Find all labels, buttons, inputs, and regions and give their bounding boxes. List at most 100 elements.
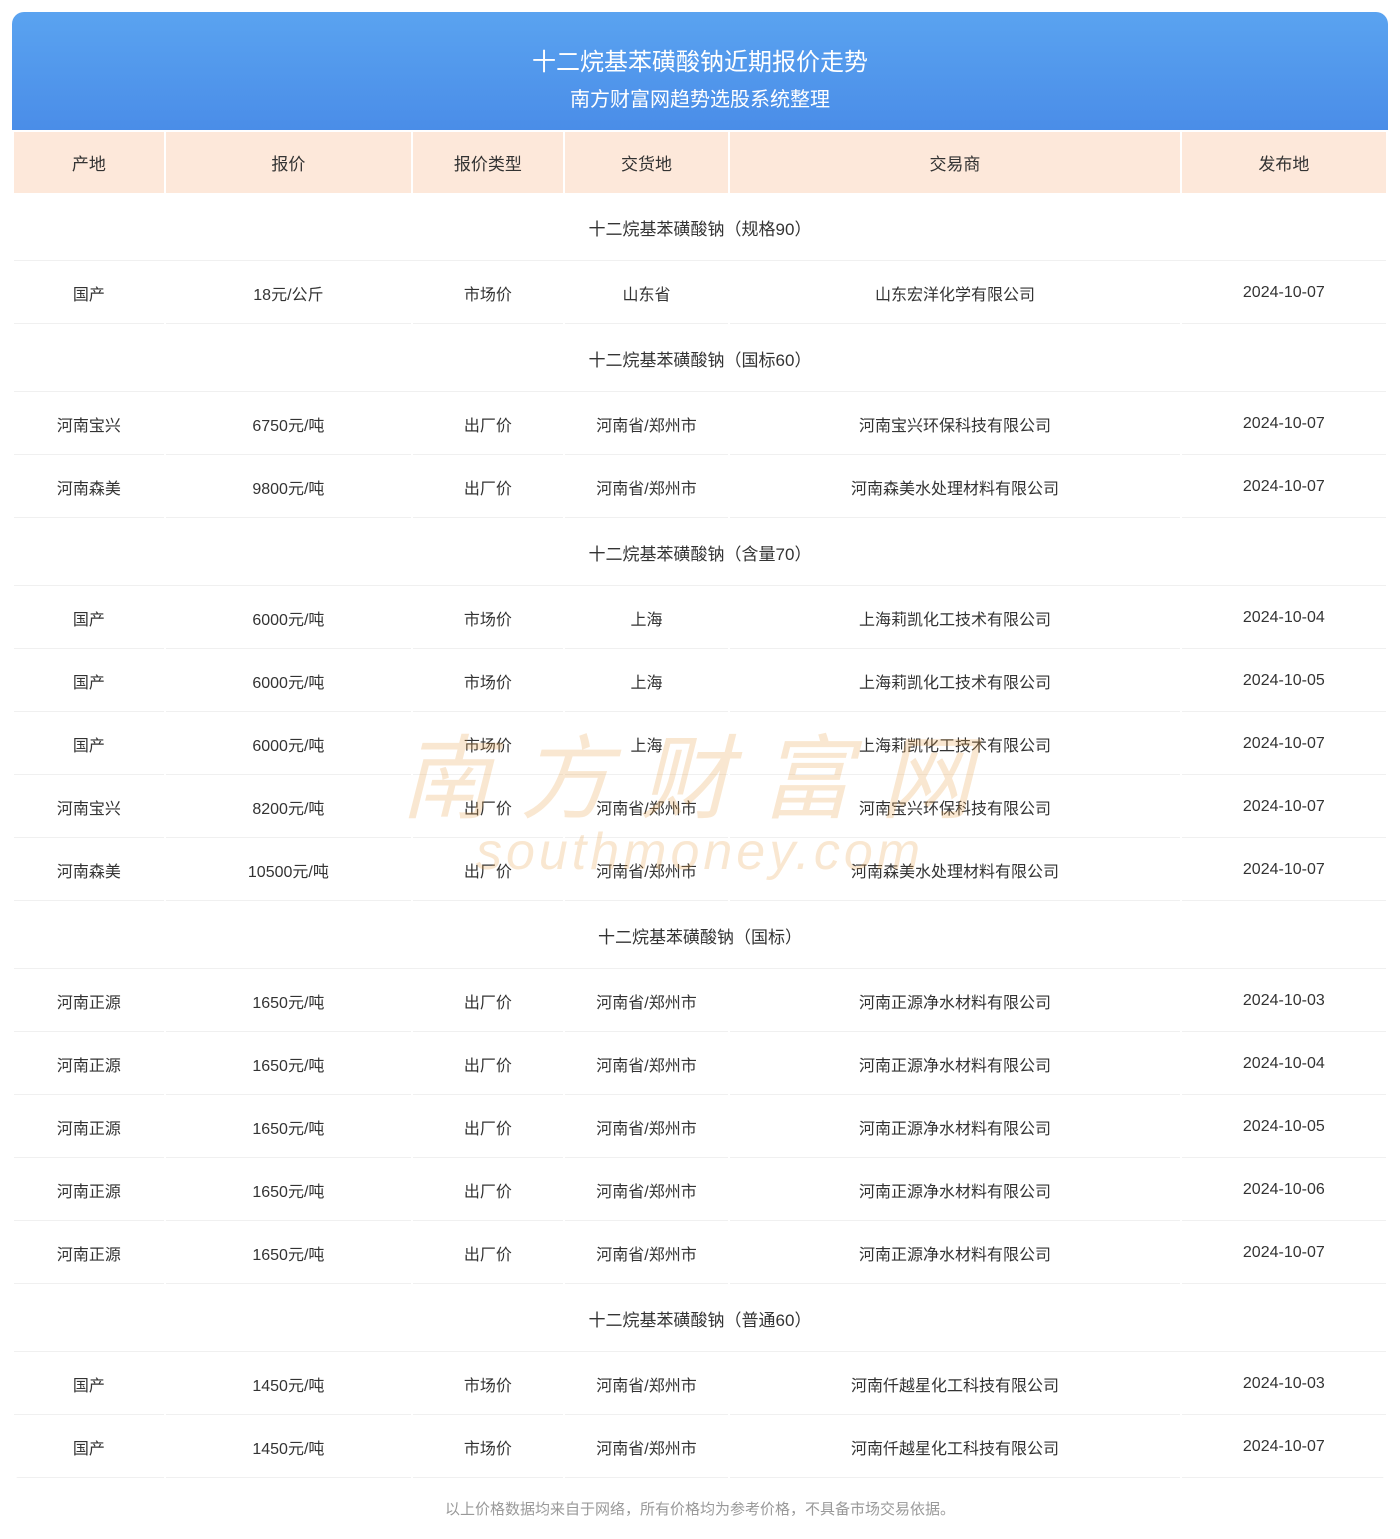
cell-origin: 河南正源 <box>14 971 164 1032</box>
cell-date: 2024-10-05 <box>1182 1097 1386 1158</box>
cell-dealer: 山东宏洋化学有限公司 <box>730 263 1179 324</box>
table-row: 国产6000元/吨市场价上海上海莉凯化工技术有限公司2024-10-04 <box>14 588 1386 649</box>
table-row: 河南宝兴6750元/吨出厂价河南省/郑州市河南宝兴环保科技有限公司2024-10… <box>14 394 1386 455</box>
cell-origin: 河南宝兴 <box>14 394 164 455</box>
cell-price: 10500元/吨 <box>166 840 411 901</box>
cell-dealer: 上海莉凯化工技术有限公司 <box>730 588 1179 649</box>
cell-price: 1650元/吨 <box>166 971 411 1032</box>
col-header-dealer: 交易商 <box>730 132 1179 193</box>
cell-origin: 国产 <box>14 1417 164 1478</box>
cell-ptype: 出厂价 <box>413 971 563 1032</box>
cell-ptype: 出厂价 <box>413 1223 563 1284</box>
section-label-row: 十二烷基苯磺酸钠（规格90） <box>14 195 1386 261</box>
cell-ptype: 市场价 <box>413 1417 563 1478</box>
cell-price: 6000元/吨 <box>166 588 411 649</box>
section-label-row: 十二烷基苯磺酸钠（国标60） <box>14 326 1386 392</box>
cell-date: 2024-10-07 <box>1182 840 1386 901</box>
header-banner: 十二烷基苯磺酸钠近期报价走势 南方财富网趋势选股系统整理 <box>12 12 1388 130</box>
cell-origin: 河南正源 <box>14 1097 164 1158</box>
table-row: 河南森美9800元/吨出厂价河南省/郑州市河南森美水处理材料有限公司2024-1… <box>14 457 1386 518</box>
table-row: 国产18元/公斤市场价山东省山东宏洋化学有限公司2024-10-07 <box>14 263 1386 324</box>
table-row: 河南正源1650元/吨出厂价河南省/郑州市河南正源净水材料有限公司2024-10… <box>14 971 1386 1032</box>
cell-price: 6000元/吨 <box>166 714 411 775</box>
table-row: 河南正源1650元/吨出厂价河南省/郑州市河南正源净水材料有限公司2024-10… <box>14 1034 1386 1095</box>
col-header-date: 发布地 <box>1182 132 1386 193</box>
cell-ptype: 市场价 <box>413 714 563 775</box>
cell-date: 2024-10-07 <box>1182 1223 1386 1284</box>
cell-date: 2024-10-07 <box>1182 263 1386 324</box>
cell-price: 1450元/吨 <box>166 1417 411 1478</box>
page-container: 十二烷基苯磺酸钠近期报价走势 南方财富网趋势选股系统整理 产地 报价 报价类型 … <box>0 12 1400 1539</box>
cell-date: 2024-10-03 <box>1182 1354 1386 1415</box>
cell-loc: 河南省/郑州市 <box>565 1417 728 1478</box>
cell-loc: 河南省/郑州市 <box>565 1034 728 1095</box>
cell-dealer: 河南宝兴环保科技有限公司 <box>730 777 1179 838</box>
cell-date: 2024-10-04 <box>1182 588 1386 649</box>
section-label: 十二烷基苯磺酸钠（规格90） <box>14 195 1386 261</box>
cell-dealer: 河南仟越星化工科技有限公司 <box>730 1354 1179 1415</box>
col-header-loc: 交货地 <box>565 132 728 193</box>
cell-dealer: 河南森美水处理材料有限公司 <box>730 840 1179 901</box>
cell-dealer: 河南森美水处理材料有限公司 <box>730 457 1179 518</box>
cell-origin: 国产 <box>14 1354 164 1415</box>
cell-date: 2024-10-07 <box>1182 714 1386 775</box>
cell-date: 2024-10-07 <box>1182 394 1386 455</box>
cell-origin: 河南森美 <box>14 457 164 518</box>
cell-ptype: 出厂价 <box>413 1097 563 1158</box>
cell-origin: 河南森美 <box>14 840 164 901</box>
cell-price: 9800元/吨 <box>166 457 411 518</box>
cell-origin: 国产 <box>14 588 164 649</box>
cell-origin: 国产 <box>14 714 164 775</box>
cell-origin: 河南正源 <box>14 1160 164 1221</box>
cell-dealer: 河南正源净水材料有限公司 <box>730 1097 1179 1158</box>
section-label-row: 十二烷基苯磺酸钠（含量70） <box>14 520 1386 586</box>
cell-ptype: 市场价 <box>413 651 563 712</box>
cell-dealer: 上海莉凯化工技术有限公司 <box>730 714 1179 775</box>
section-label: 十二烷基苯磺酸钠（国标） <box>14 903 1386 969</box>
cell-ptype: 市场价 <box>413 588 563 649</box>
cell-loc: 河南省/郑州市 <box>565 1354 728 1415</box>
cell-price: 6750元/吨 <box>166 394 411 455</box>
cell-dealer: 河南正源净水材料有限公司 <box>730 1223 1179 1284</box>
cell-price: 18元/公斤 <box>166 263 411 324</box>
cell-ptype: 市场价 <box>413 263 563 324</box>
cell-ptype: 出厂价 <box>413 457 563 518</box>
cell-date: 2024-10-07 <box>1182 777 1386 838</box>
cell-origin: 国产 <box>14 263 164 324</box>
cell-price: 6000元/吨 <box>166 651 411 712</box>
table-body: 十二烷基苯磺酸钠（规格90）国产18元/公斤市场价山东省山东宏洋化学有限公司20… <box>14 195 1386 1478</box>
cell-loc: 河南省/郑州市 <box>565 457 728 518</box>
page-title: 十二烷基苯磺酸钠近期报价走势 <box>12 42 1388 77</box>
price-table: 产地 报价 报价类型 交货地 交易商 发布地 十二烷基苯磺酸钠（规格90）国产1… <box>12 130 1388 1480</box>
section-label: 十二烷基苯磺酸钠（含量70） <box>14 520 1386 586</box>
cell-price: 8200元/吨 <box>166 777 411 838</box>
table-row: 国产6000元/吨市场价上海上海莉凯化工技术有限公司2024-10-07 <box>14 714 1386 775</box>
cell-dealer: 河南仟越星化工科技有限公司 <box>730 1417 1179 1478</box>
cell-ptype: 出厂价 <box>413 1034 563 1095</box>
cell-ptype: 出厂价 <box>413 394 563 455</box>
table-row: 国产1450元/吨市场价河南省/郑州市河南仟越星化工科技有限公司2024-10-… <box>14 1354 1386 1415</box>
section-label: 十二烷基苯磺酸钠（国标60） <box>14 326 1386 392</box>
section-label: 十二烷基苯磺酸钠（普通60） <box>14 1286 1386 1352</box>
cell-loc: 上海 <box>565 588 728 649</box>
table-row: 河南正源1650元/吨出厂价河南省/郑州市河南正源净水材料有限公司2024-10… <box>14 1223 1386 1284</box>
cell-loc: 河南省/郑州市 <box>565 1097 728 1158</box>
cell-loc: 河南省/郑州市 <box>565 1160 728 1221</box>
cell-date: 2024-10-05 <box>1182 651 1386 712</box>
table-row: 国产1450元/吨市场价河南省/郑州市河南仟越星化工科技有限公司2024-10-… <box>14 1417 1386 1478</box>
cell-ptype: 出厂价 <box>413 840 563 901</box>
cell-origin: 河南宝兴 <box>14 777 164 838</box>
cell-ptype: 市场价 <box>413 1354 563 1415</box>
cell-date: 2024-10-06 <box>1182 1160 1386 1221</box>
cell-loc: 河南省/郑州市 <box>565 971 728 1032</box>
cell-dealer: 河南正源净水材料有限公司 <box>730 1160 1179 1221</box>
table-row: 河南宝兴8200元/吨出厂价河南省/郑州市河南宝兴环保科技有限公司2024-10… <box>14 777 1386 838</box>
cell-date: 2024-10-03 <box>1182 971 1386 1032</box>
table-row: 国产6000元/吨市场价上海上海莉凯化工技术有限公司2024-10-05 <box>14 651 1386 712</box>
section-label-row: 十二烷基苯磺酸钠（普通60） <box>14 1286 1386 1352</box>
cell-price: 1650元/吨 <box>166 1034 411 1095</box>
cell-loc: 上海 <box>565 651 728 712</box>
cell-dealer: 河南正源净水材料有限公司 <box>730 1034 1179 1095</box>
cell-dealer: 河南正源净水材料有限公司 <box>730 971 1179 1032</box>
cell-price: 1650元/吨 <box>166 1160 411 1221</box>
